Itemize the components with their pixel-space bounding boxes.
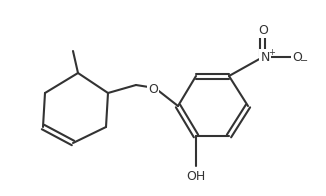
Text: O: O (258, 24, 268, 36)
Text: +: + (269, 47, 275, 56)
Text: O: O (148, 83, 158, 95)
Text: −: − (300, 56, 308, 66)
Text: N: N (260, 51, 270, 64)
Text: O: O (292, 51, 302, 64)
Text: OH: OH (186, 170, 206, 182)
